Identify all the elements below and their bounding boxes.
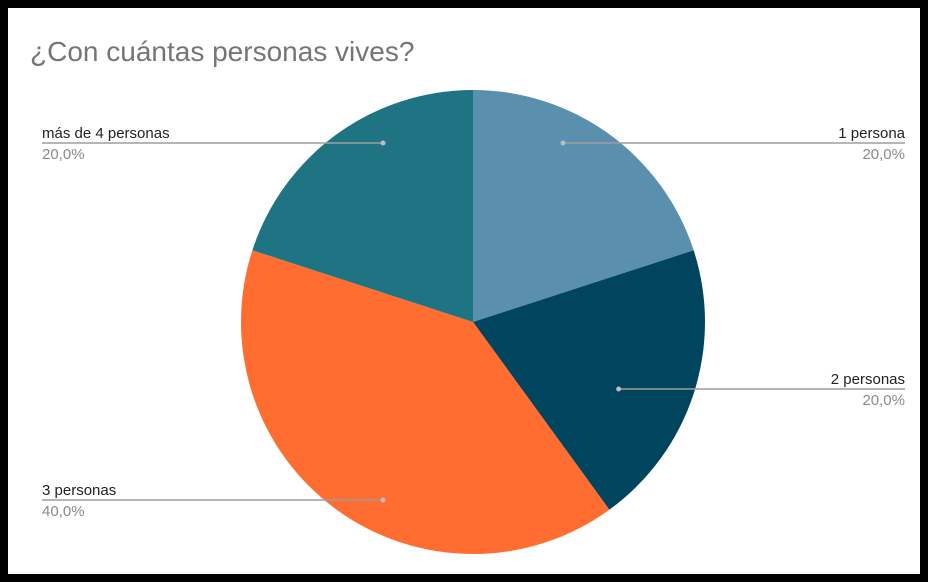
slice-label: 1 persona xyxy=(838,125,905,142)
pie-slices xyxy=(240,90,706,555)
pie-slice-2-personas[interactable] xyxy=(473,250,706,510)
slice-percent-label: 20,0% xyxy=(862,146,905,163)
slice-percent-label: 20,0% xyxy=(862,392,905,409)
slice-percent-label: 40,0% xyxy=(42,503,85,520)
chart-title: ¿Con cuántas personas vives? xyxy=(30,36,415,67)
pie-slice-3-personas[interactable] xyxy=(240,250,610,555)
pie-slice-1-persona[interactable] xyxy=(473,90,694,322)
slice-label: 2 personas xyxy=(831,371,905,388)
leader-dot xyxy=(380,140,386,146)
leader-dot xyxy=(616,386,622,392)
slice-percent-label: 20,0% xyxy=(42,146,85,163)
leader-dot xyxy=(560,140,566,146)
pie-labels: 1 persona 20,0% 2 personas 20,0% 3 personas 4… xyxy=(42,125,906,520)
leader-dot xyxy=(380,497,386,503)
slice-label: 3 personas xyxy=(42,482,116,499)
slice-label: más de 4 personas xyxy=(42,125,170,142)
pie-slice-mas-de-4-personas[interactable] xyxy=(252,90,473,322)
